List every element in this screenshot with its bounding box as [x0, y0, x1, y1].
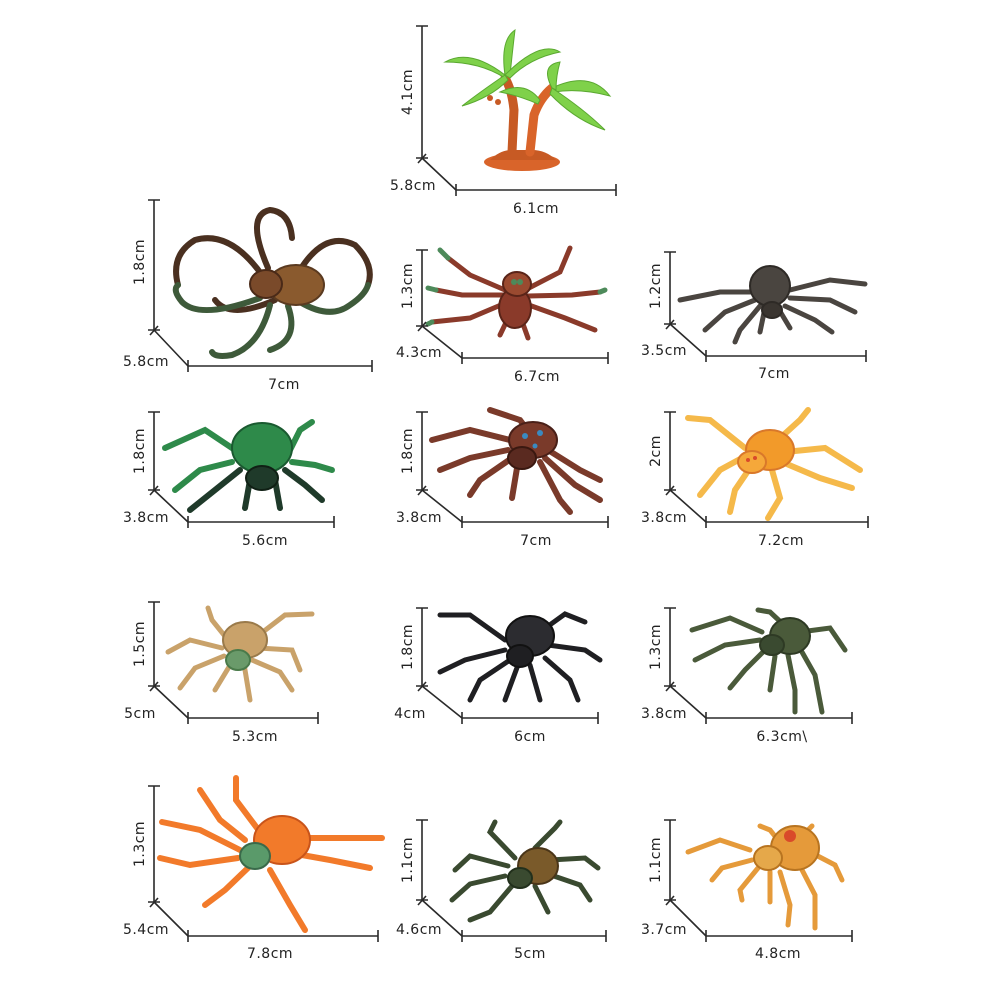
dimension-lines [416, 25, 617, 196]
dimension-lines [664, 607, 853, 724]
dimension-lines [416, 607, 599, 724]
width-label: 5cm [514, 946, 546, 962]
depth-label: 5.8cm [390, 178, 436, 194]
spider-orange-yellow-item: 2cm 3.8cm 7.2cm [641, 407, 869, 549]
height-label: 1.8cm [400, 428, 416, 474]
spider-dark-green-illustration [449, 819, 601, 923]
spider-tan-illustration [165, 605, 315, 703]
spider-dark-gray-item: 1.2cm 3.5cm 7cm [641, 251, 868, 382]
spider-black-illustration [437, 611, 603, 703]
width-label: 5.3cm [232, 729, 278, 745]
width-label: 7.8cm [247, 946, 293, 962]
spider-orange-illustration [157, 775, 385, 933]
spider-green-illustration [162, 419, 335, 513]
depth-label: 4.6cm [396, 922, 442, 938]
dimension-lines [148, 785, 379, 942]
height-label: 1.1cm [400, 837, 416, 883]
depth-label: 5cm [124, 706, 156, 722]
width-label: 7.2cm [758, 533, 804, 549]
depth-label: 3.8cm [396, 510, 442, 526]
height-label: 1.5cm [132, 621, 148, 667]
height-label: 1.3cm [400, 263, 416, 309]
dimension-lines [148, 601, 319, 724]
palm-tree-illustration [443, 28, 612, 171]
height-label: 1.8cm [132, 239, 148, 285]
height-label: 1.1cm [648, 837, 664, 883]
spider-brown-blue-spots-illustration [429, 407, 603, 515]
height-label: 2cm [648, 435, 664, 467]
spider-black-item: 1.8cm 4cm 6cm [394, 607, 603, 745]
width-label: 7cm [758, 366, 790, 382]
spider-green-item: 1.8cm 3.8cm 5.6cm [123, 411, 335, 549]
width-label: 7cm [520, 533, 552, 549]
dimension-lines [148, 411, 335, 528]
width-label: 6.1cm [513, 201, 559, 217]
dimension-lines [416, 249, 609, 364]
dimension-lines [664, 819, 853, 942]
width-label: 5.6cm [242, 533, 288, 549]
spider-red-brown-item: 1.3cm 4.3cm 6.7cm [396, 245, 609, 385]
depth-label: 3.8cm [123, 510, 169, 526]
depth-label: 4cm [394, 706, 426, 722]
depth-label: 5.4cm [123, 922, 169, 938]
spider-orange-red-spot-illustration [685, 823, 845, 931]
depth-label: 5.8cm [123, 354, 169, 370]
spider-brown-longleg-item: 1.8cm 5.8cm 7cm [123, 199, 373, 393]
depth-label: 3.5cm [641, 343, 687, 359]
spider-brown-longleg-illustration [172, 206, 373, 359]
dimension-lines [416, 411, 609, 528]
spider-red-brown-illustration [425, 245, 608, 341]
height-label: 1.3cm [132, 821, 148, 867]
spider-orange-red-spot-item: 1.1cm 3.7cm 4.8cm [641, 819, 853, 962]
width-label: 6.3cm\ [756, 729, 807, 745]
dimension-lines [148, 199, 373, 372]
spider-olive-item: 1.3cm 3.8cm 6.3cm\ [641, 607, 853, 745]
width-label: 6.7cm [514, 369, 560, 385]
height-label: 1.2cm [648, 263, 664, 309]
height-label: 1.3cm [648, 624, 664, 670]
height-label: 1.8cm [132, 428, 148, 474]
spider-dark-gray-illustration [677, 265, 868, 345]
spider-tan-item: 1.5cm 5cm 5.3cm [124, 601, 319, 745]
width-label: 6cm [514, 729, 546, 745]
depth-label: 3.8cm [641, 510, 687, 526]
dimension-lines [416, 819, 607, 942]
depth-label: 3.7cm [641, 922, 687, 938]
height-label: 4.1cm [400, 69, 416, 115]
width-label: 7cm [268, 377, 300, 393]
depth-label: 3.8cm [641, 706, 687, 722]
spider-brown-blue-spots-item: 1.8cm 3.8cm 7cm [396, 407, 609, 549]
height-label: 1.8cm [400, 624, 416, 670]
dimension-lines [664, 411, 869, 528]
spider-orange-item: 1.3cm 5.4cm 7.8cm [123, 775, 385, 962]
spider-olive-illustration [689, 607, 848, 715]
spider-orange-yellow-illustration [685, 407, 863, 521]
width-label: 4.8cm [755, 946, 801, 962]
spider-dark-green-item: 1.1cm 4.6cm 5cm [396, 819, 607, 962]
depth-label: 4.3cm [396, 345, 442, 361]
palm-tree-item: 4.1cm 5.8cm 6.1cm [390, 25, 617, 217]
dimension-lines [664, 251, 867, 362]
